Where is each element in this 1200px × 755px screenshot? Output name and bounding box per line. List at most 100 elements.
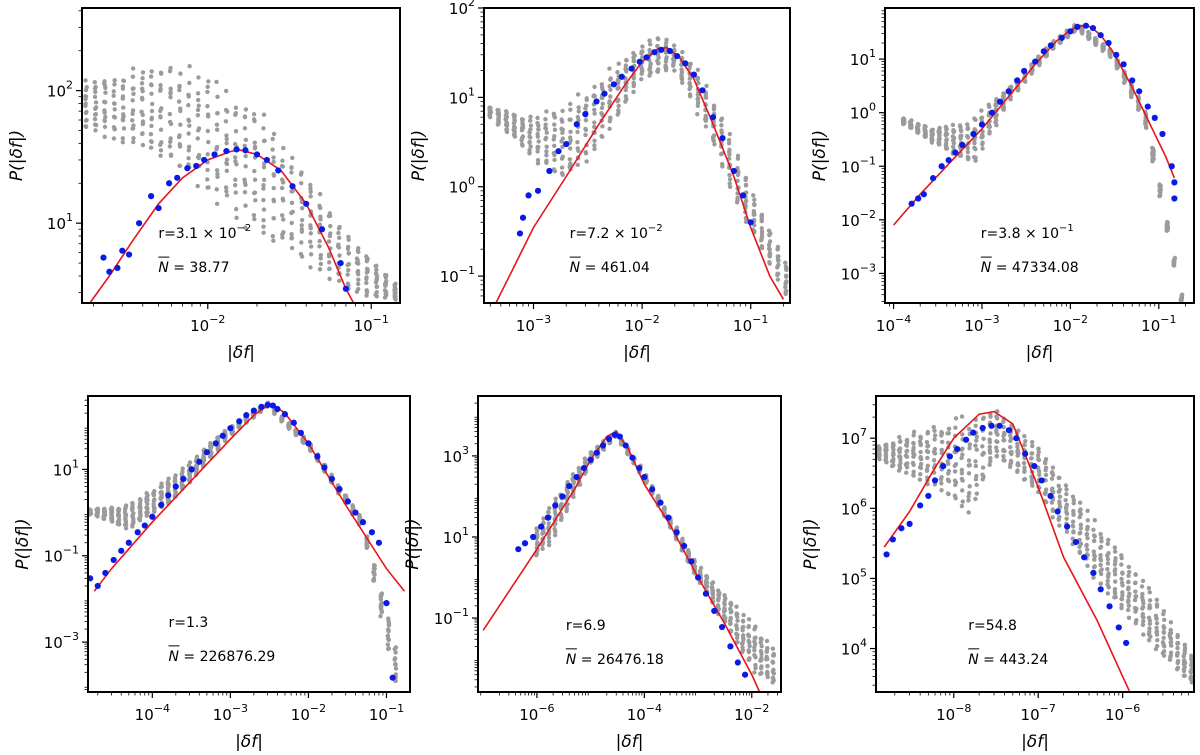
sample-point xyxy=(608,76,613,81)
measured-point xyxy=(920,191,927,198)
measured-point xyxy=(979,424,986,432)
measured-point xyxy=(694,574,702,581)
sample-point xyxy=(355,286,361,292)
chart-panel-4: 10−4 10−3 10−2 10−1 10−3 10−1 101 |δf| P(|δf|) r=… xyxy=(13,395,411,752)
sample-point xyxy=(280,235,285,240)
x-tick-exponent: −2 xyxy=(644,313,660,326)
y-tick-exponent: 1 xyxy=(72,457,79,470)
measured-point xyxy=(102,569,109,577)
sample-point xyxy=(121,112,126,117)
sample-point xyxy=(286,421,292,426)
sample-point xyxy=(1133,580,1138,585)
sample-point xyxy=(891,456,896,462)
sample-point xyxy=(741,624,746,630)
sample-point xyxy=(374,276,379,282)
sample-point xyxy=(1168,620,1174,625)
sample-point xyxy=(890,441,896,446)
y-tick-label: 102 xyxy=(47,79,73,101)
sample-point xyxy=(120,140,126,145)
y-tick-exponent: −1 xyxy=(860,154,876,167)
measured-point xyxy=(305,440,312,447)
sample-point xyxy=(987,462,992,468)
sample-point xyxy=(386,646,391,651)
sample-point xyxy=(753,624,758,629)
measured-point xyxy=(174,174,181,181)
measured-point xyxy=(1113,51,1120,58)
sample-point xyxy=(1154,643,1160,649)
x-tick-label: 10−4 xyxy=(627,702,662,724)
sample-point xyxy=(158,148,164,153)
sample-point xyxy=(965,149,971,155)
sample-point xyxy=(546,539,552,544)
sample-point xyxy=(1070,519,1076,524)
sample-point xyxy=(328,223,333,229)
sample-point xyxy=(336,226,342,231)
sample-point xyxy=(350,503,355,508)
sample-point xyxy=(607,83,612,89)
sample-point xyxy=(167,119,173,125)
sample-point xyxy=(728,600,734,606)
sample-point xyxy=(149,139,154,145)
sample-point xyxy=(308,231,314,236)
sample-point xyxy=(1175,632,1180,638)
sample-point xyxy=(318,261,324,267)
sample-points xyxy=(83,63,398,302)
sample-point xyxy=(600,101,605,107)
axes-frame xyxy=(87,395,411,693)
sample-point xyxy=(1119,553,1124,558)
annotation-r: r=7.2 × 10−2 xyxy=(570,223,663,242)
measured-point xyxy=(134,529,141,536)
measured-point xyxy=(688,558,695,565)
sample-point xyxy=(1093,36,1098,41)
sample-point xyxy=(1057,499,1062,504)
x-tick-exponent: −2 xyxy=(310,702,326,715)
measured-point xyxy=(125,539,132,546)
sample-point xyxy=(299,226,305,232)
sample-point xyxy=(917,477,923,482)
sample-point xyxy=(544,130,549,135)
sample-point xyxy=(150,101,155,107)
annotation-n: N = 26476.18 xyxy=(566,652,664,668)
sample-point xyxy=(735,640,740,645)
x-tick-label: 10−2 xyxy=(291,702,326,724)
sample-point xyxy=(234,206,239,212)
sample-point xyxy=(1133,594,1139,599)
sample-point xyxy=(753,635,758,640)
sample-point xyxy=(520,134,526,139)
sample-point xyxy=(1161,649,1167,654)
sample-point xyxy=(655,36,660,41)
sample-point xyxy=(346,268,351,273)
measured-point xyxy=(711,607,718,615)
measured-point xyxy=(106,268,113,275)
sample-point xyxy=(393,650,398,655)
measured-point xyxy=(1082,22,1090,29)
sample-point xyxy=(535,161,541,166)
sample-point xyxy=(1140,606,1145,611)
x-tick-label: 10−3 xyxy=(213,702,248,724)
x-tick-label: 10−1 xyxy=(1141,313,1176,335)
sample-point xyxy=(205,114,211,119)
sample-point xyxy=(92,94,98,99)
sample-point xyxy=(1179,292,1185,297)
sample-point xyxy=(1147,621,1153,626)
measured-point xyxy=(649,486,656,493)
sample-point xyxy=(623,63,629,68)
sample-point xyxy=(973,443,978,448)
sample-point xyxy=(939,487,944,493)
sample-point xyxy=(1175,645,1180,651)
sample-point xyxy=(966,510,971,515)
sample-point xyxy=(1091,538,1097,544)
sample-point xyxy=(232,155,238,160)
sample-point xyxy=(759,229,765,234)
sample-point xyxy=(911,433,916,438)
sample-point xyxy=(583,150,589,155)
sample-point xyxy=(290,155,295,161)
sample-point xyxy=(904,437,910,443)
sample-point xyxy=(909,118,914,123)
sample-point xyxy=(747,643,752,649)
sample-point xyxy=(1113,579,1118,584)
sample-point xyxy=(1140,591,1145,597)
sample-point xyxy=(173,473,178,478)
measured-point xyxy=(605,435,613,443)
